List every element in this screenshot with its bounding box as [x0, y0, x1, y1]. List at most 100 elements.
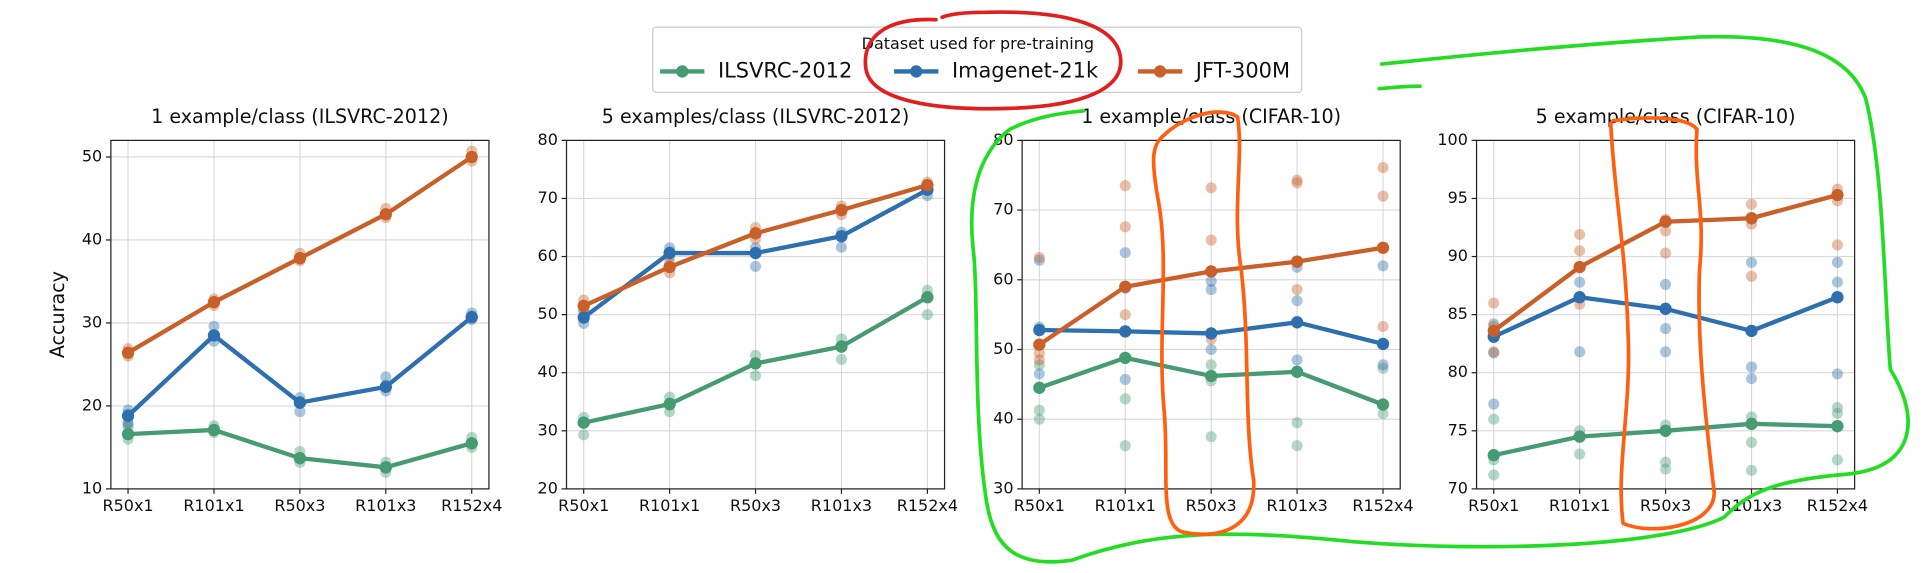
legend-marker: [1153, 65, 1167, 78]
point: [1376, 398, 1390, 411]
x-tick-label: R152x4: [441, 496, 502, 515]
y-tick-label: 50: [538, 304, 558, 323]
y-tick-label: 95: [1448, 188, 1468, 207]
x-tick-label: R50x1: [1014, 496, 1065, 515]
point: [293, 452, 307, 465]
run-point: [1291, 177, 1303, 189]
run-point: [1119, 247, 1131, 259]
run-point: [835, 241, 847, 253]
y-tick-label: 40: [538, 362, 558, 381]
run-point: [1831, 256, 1843, 268]
point: [1831, 420, 1844, 433]
run-point: [835, 353, 847, 365]
point: [835, 203, 848, 217]
y-tick-label: 40: [993, 409, 1013, 428]
run-point: [1574, 276, 1586, 288]
run-point: [1831, 239, 1843, 251]
y-tick-label: 80: [1448, 362, 1468, 381]
point: [1033, 323, 1046, 337]
run-point: [1488, 469, 1500, 481]
point: [1119, 280, 1132, 293]
axes-frame: [110, 139, 490, 490]
legend-label: JFT-300M: [1194, 58, 1290, 82]
run-point: [1377, 359, 1389, 371]
run-point: [1660, 463, 1672, 475]
point: [1745, 417, 1758, 430]
run-point: [1205, 234, 1217, 246]
x-tick-label: R50x1: [1468, 496, 1519, 515]
run-point: [1119, 440, 1131, 452]
legend-marker: [676, 65, 689, 78]
run-point: [1377, 260, 1389, 272]
point: [663, 246, 676, 260]
run-point: [921, 309, 933, 321]
y-tick-label: 100: [1437, 130, 1468, 149]
run-point: [749, 260, 762, 272]
point: [1033, 381, 1046, 394]
run-point: [1033, 254, 1045, 266]
y-axis-label: Accuracy: [47, 271, 69, 358]
run-point: [1291, 417, 1303, 429]
run-point: [1660, 346, 1672, 358]
point: [1659, 424, 1672, 437]
run-point: [1291, 354, 1303, 366]
point: [1659, 302, 1672, 315]
run-point: [1660, 225, 1672, 237]
run-point: [1119, 373, 1131, 386]
run-point: [1574, 346, 1586, 358]
y-tick-label: 70: [538, 188, 558, 207]
x-tick-label: R101x3: [355, 496, 416, 515]
point: [207, 296, 221, 309]
y-tick-label: 30: [993, 478, 1013, 497]
y-tick-label: 90: [1448, 246, 1468, 265]
run-point: [1291, 284, 1303, 296]
run-point: [1488, 398, 1500, 410]
x-tick-label: R50x3: [1640, 496, 1691, 515]
point: [207, 423, 221, 437]
x-tick-label: R152x4: [1352, 496, 1413, 515]
y-tick-label: 80: [993, 130, 1013, 149]
run-point: [1488, 346, 1500, 358]
run-point: [1831, 368, 1843, 380]
run-point: [1119, 221, 1131, 233]
run-point: [1488, 413, 1500, 425]
run-point: [1660, 247, 1672, 259]
y-tick-label: 40: [82, 229, 102, 248]
y-tick-label: 75: [1448, 420, 1468, 439]
point: [293, 396, 307, 409]
point: [577, 416, 590, 429]
point: [293, 252, 307, 265]
point: [379, 380, 392, 393]
legend-title: Dataset used for pre-training: [862, 34, 1094, 53]
point: [1487, 449, 1500, 462]
y-tick-label: 10: [82, 478, 102, 497]
point: [835, 230, 848, 243]
run-point: [1377, 408, 1389, 420]
run-point: [1205, 275, 1217, 287]
point: [207, 329, 221, 342]
point: [749, 357, 762, 370]
x-tick-label: R50x1: [558, 496, 609, 515]
point: [1745, 324, 1758, 338]
red-circle: [863, 10, 1123, 111]
y-tick-label: 50: [82, 146, 102, 165]
point: [1119, 351, 1132, 365]
x-tick-label: R101x1: [639, 496, 700, 515]
run-point: [1745, 270, 1758, 282]
run-point: [1488, 297, 1500, 309]
annotations: [863, 10, 1910, 564]
plots: R50x1 R101x1 R50x3 R101x3 R152x4 10 20 30 40 50 1 …: [47, 106, 1868, 515]
axes-frame: [1021, 139, 1401, 490]
point: [379, 461, 392, 474]
point: [1831, 188, 1844, 202]
y-tick-label: 70: [993, 200, 1013, 219]
run-point: [1291, 295, 1303, 307]
point: [121, 427, 135, 441]
run-point: [1660, 323, 1672, 335]
run-point: [208, 320, 220, 332]
legend-marker: [910, 65, 923, 78]
axes-frame: [565, 139, 946, 490]
point: [1290, 255, 1304, 268]
run-point: [1377, 320, 1389, 333]
